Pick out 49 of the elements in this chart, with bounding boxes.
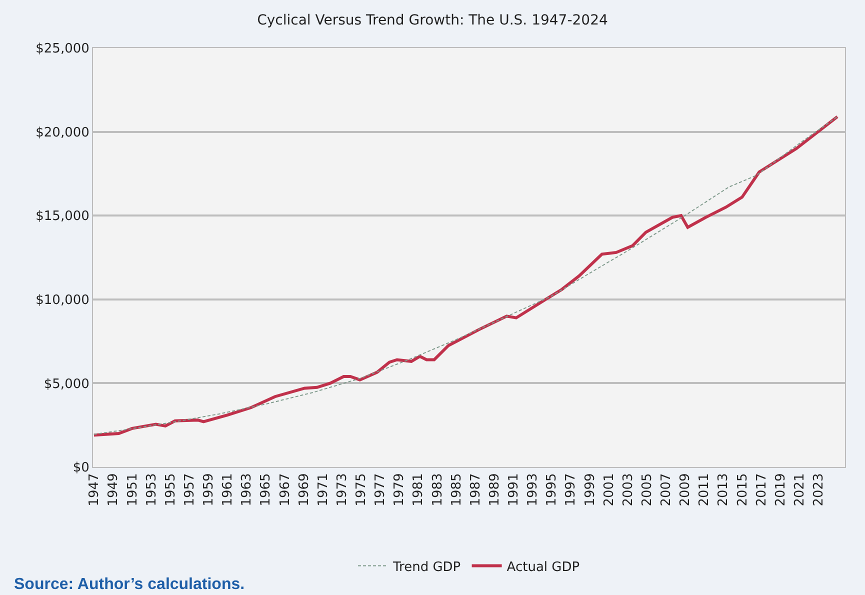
y-tick-label: $25,000 bbox=[36, 42, 90, 57]
x-tick-label: 1987 bbox=[468, 473, 484, 506]
x-tick-label: 1999 bbox=[582, 473, 598, 506]
x-tick-label: 1969 bbox=[296, 473, 312, 506]
x-tick-label: 1971 bbox=[316, 473, 331, 506]
x-tick-label: 2003 bbox=[620, 473, 636, 506]
x-tick-label: 1947 bbox=[87, 473, 102, 506]
y-tick-label: $5,000 bbox=[44, 376, 90, 392]
x-tick-label: 1979 bbox=[392, 473, 408, 506]
x-tick-label: 1955 bbox=[163, 473, 178, 506]
x-tick-label: 2023 bbox=[812, 473, 827, 506]
x-tick-label: 1983 bbox=[430, 473, 446, 506]
legend-label: Actual GDP bbox=[506, 560, 580, 575]
x-tick-label: 1961 bbox=[220, 473, 236, 506]
x-tick-label: 1957 bbox=[182, 473, 198, 506]
y-tick-label: $10,000 bbox=[36, 292, 90, 308]
x-tick-label: 2011 bbox=[697, 473, 712, 506]
x-tick-label: 1975 bbox=[354, 473, 370, 506]
x-tick-label: 1967 bbox=[278, 473, 293, 506]
x-tick-label: 2009 bbox=[678, 473, 694, 506]
x-tick-label: 1991 bbox=[506, 473, 522, 506]
y-tick-label: $15,000 bbox=[36, 209, 90, 224]
x-tick-label: 1951 bbox=[125, 473, 140, 506]
x-tick-label: 1959 bbox=[202, 473, 217, 506]
x-tick-label: 1973 bbox=[334, 473, 350, 506]
x-tick-label: 1949 bbox=[106, 473, 122, 506]
x-tick-label: 2017 bbox=[754, 473, 770, 506]
x-tick-label: 1995 bbox=[544, 473, 560, 506]
x-tick-label: 2005 bbox=[640, 473, 655, 506]
x-tick-label: 2015 bbox=[735, 473, 750, 506]
y-tick-label: $20,000 bbox=[36, 125, 90, 140]
source-note: Source: Author’s calculations. bbox=[14, 576, 245, 593]
x-tick-label: 2007 bbox=[659, 473, 674, 506]
x-tick-label: 2013 bbox=[716, 473, 732, 506]
x-tick-label: 2021 bbox=[792, 473, 808, 506]
x-tick-label: 1993 bbox=[526, 473, 541, 506]
x-tick-label: 1965 bbox=[258, 473, 274, 506]
x-tick-label: 1977 bbox=[373, 473, 388, 506]
x-tick-label: 2019 bbox=[773, 473, 788, 506]
legend-label: Trend GDP bbox=[392, 560, 461, 575]
x-tick-label: 1953 bbox=[144, 473, 160, 506]
x-tick-label: 1985 bbox=[449, 473, 464, 506]
chart-title: Cyclical Versus Trend Growth: The U.S. 1947-2024 bbox=[257, 12, 608, 29]
x-tick-label: 1997 bbox=[564, 473, 579, 506]
y-tick-label: $0 bbox=[72, 460, 90, 476]
x-tick-label: 1981 bbox=[411, 473, 426, 506]
x-tick-label: 1989 bbox=[487, 473, 502, 506]
x-tick-label: 1963 bbox=[240, 473, 255, 506]
x-tick-label: 2001 bbox=[602, 473, 617, 506]
